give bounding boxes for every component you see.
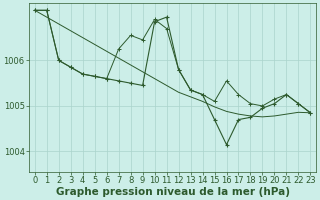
X-axis label: Graphe pression niveau de la mer (hPa): Graphe pression niveau de la mer (hPa) <box>56 187 290 197</box>
